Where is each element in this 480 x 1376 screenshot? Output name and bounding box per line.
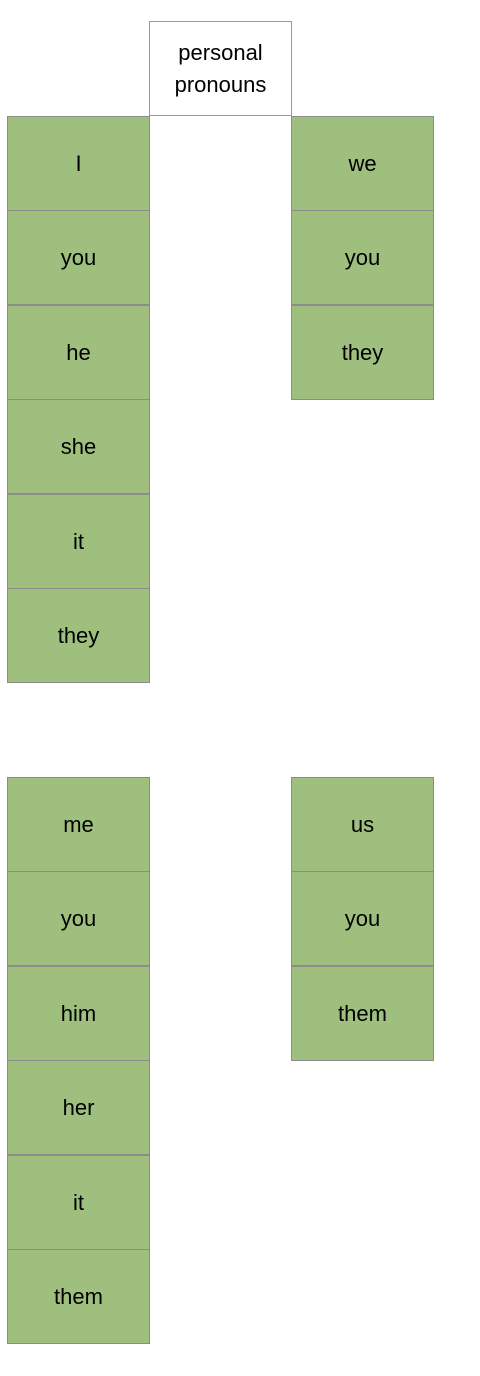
subject-plural-cell: we [291,116,434,211]
subject-singular-cell: they [7,588,150,683]
object-plural-cell: us [291,777,434,872]
subject-plural-cell: you [291,210,434,305]
object-plural-cell: them [291,966,434,1061]
header-line-1: personal [178,39,263,65]
object-singular-cell: her [7,1060,150,1155]
subject-singular-cell: it [7,494,150,589]
object-singular-cell: you [7,871,150,966]
subject-singular-cell: she [7,399,150,494]
header-line-2: pronouns [174,71,267,97]
object-plural-cell: you [291,871,434,966]
subject-singular-cell: you [7,210,150,305]
table-header-personal-pronouns: personal pronouns [149,21,292,116]
subject-plural-cell: they [291,305,434,400]
object-singular-cell: him [7,966,150,1061]
object-singular-cell: me [7,777,150,872]
subject-singular-cell: I [7,116,150,211]
object-singular-cell: it [7,1155,150,1250]
subject-singular-cell: he [7,305,150,400]
object-singular-cell: them [7,1249,150,1344]
